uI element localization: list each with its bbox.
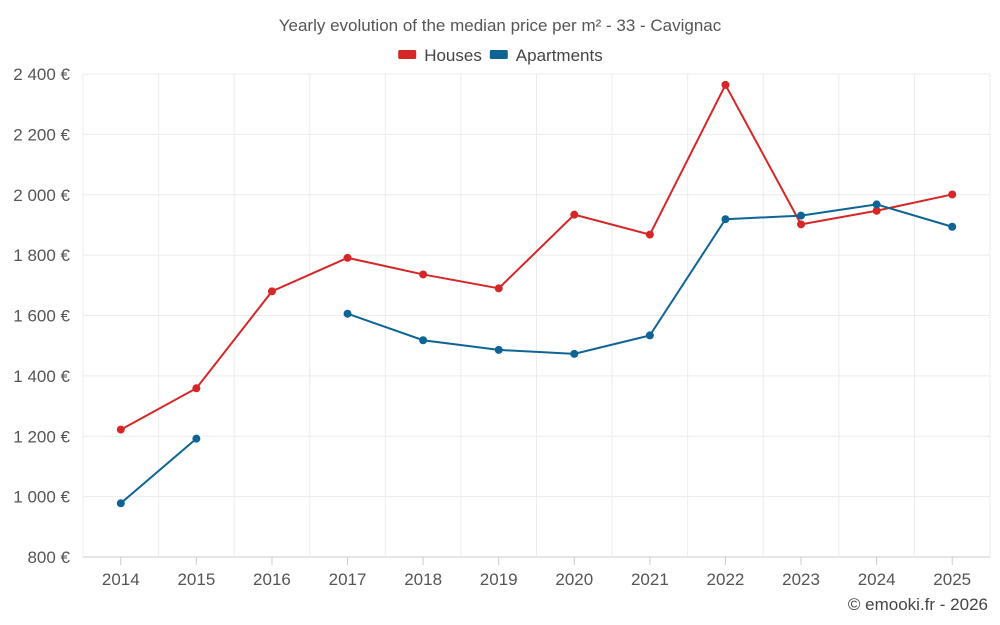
y-tick-label: 2 400 € (13, 65, 70, 84)
credit-text: © emooki.fr - 2026 (848, 595, 988, 614)
x-tick-label: 2019 (480, 570, 518, 589)
y-tick-label: 1 400 € (13, 367, 70, 386)
data-point-houses[interactable] (116, 425, 125, 434)
x-tick-label: 2017 (329, 570, 367, 589)
x-tick-label: 2016 (253, 570, 291, 589)
data-point-houses[interactable] (645, 230, 654, 239)
data-point-houses[interactable] (494, 284, 503, 293)
x-tick-label: 2014 (102, 570, 140, 589)
data-point-apartments[interactable] (721, 215, 730, 224)
x-tick-label: 2021 (631, 570, 669, 589)
data-point-apartments[interactable] (570, 349, 579, 358)
data-point-houses[interactable] (267, 287, 276, 296)
x-tick-label: 2018 (404, 570, 442, 589)
y-tick-label: 1 600 € (13, 307, 70, 326)
y-tick-label: 1 000 € (13, 488, 70, 507)
legend-swatch-houses (398, 50, 417, 59)
data-point-apartments[interactable] (645, 331, 654, 340)
series-apartments (116, 200, 957, 508)
y-tick-label: 2 200 € (13, 125, 70, 144)
y-axis-ticks: 800 € 1 000 € 1 200 € 1 400 € 1 600 € 1 800 €… (13, 65, 70, 567)
x-tick-label: 2022 (707, 570, 745, 589)
x-tick-label: 2025 (933, 570, 971, 589)
legend: Houses Apartments (398, 46, 603, 65)
data-point-houses[interactable] (419, 270, 428, 279)
legend-label-houses[interactable]: Houses (424, 46, 482, 65)
y-tick-label: 1 800 € (13, 246, 70, 265)
series-layer (116, 80, 957, 508)
legend-swatch-apartments (489, 50, 508, 59)
x-tick-label: 2024 (858, 570, 896, 589)
data-point-houses[interactable] (797, 220, 806, 229)
series-line-houses (120, 82, 953, 431)
y-tick-label: 800 € (27, 548, 70, 567)
x-tick-label: 2015 (177, 570, 215, 589)
data-point-houses[interactable] (872, 206, 881, 215)
gridlines (82, 73, 991, 558)
data-point-apartments[interactable] (343, 309, 352, 318)
data-point-houses[interactable] (192, 384, 201, 393)
data-point-houses[interactable] (570, 210, 579, 219)
data-point-houses[interactable] (721, 80, 730, 89)
y-tick-label: 2 000 € (13, 186, 70, 205)
data-point-apartments[interactable] (948, 222, 957, 231)
data-point-apartments[interactable] (797, 211, 806, 220)
x-tick-label: 2020 (555, 570, 593, 589)
data-point-houses[interactable] (343, 253, 352, 262)
data-point-apartments[interactable] (116, 499, 125, 508)
data-point-houses[interactable] (948, 190, 957, 199)
y-tick-label: 1 200 € (13, 427, 70, 446)
data-point-apartments[interactable] (192, 434, 201, 443)
data-point-apartments[interactable] (494, 345, 503, 354)
series-houses (116, 80, 957, 434)
series-line-apartments (120, 437, 198, 505)
x-tick-label: 2023 (782, 570, 820, 589)
data-point-apartments[interactable] (419, 336, 428, 345)
x-axis-ticks: 2014 2015 2016 2017 2018 2019 2020 2021 2022 2023… (102, 557, 971, 589)
legend-label-apartments[interactable]: Apartments (516, 46, 603, 65)
chart-title: Yearly evolution of the median price per… (279, 16, 722, 35)
data-point-apartments[interactable] (872, 200, 881, 209)
